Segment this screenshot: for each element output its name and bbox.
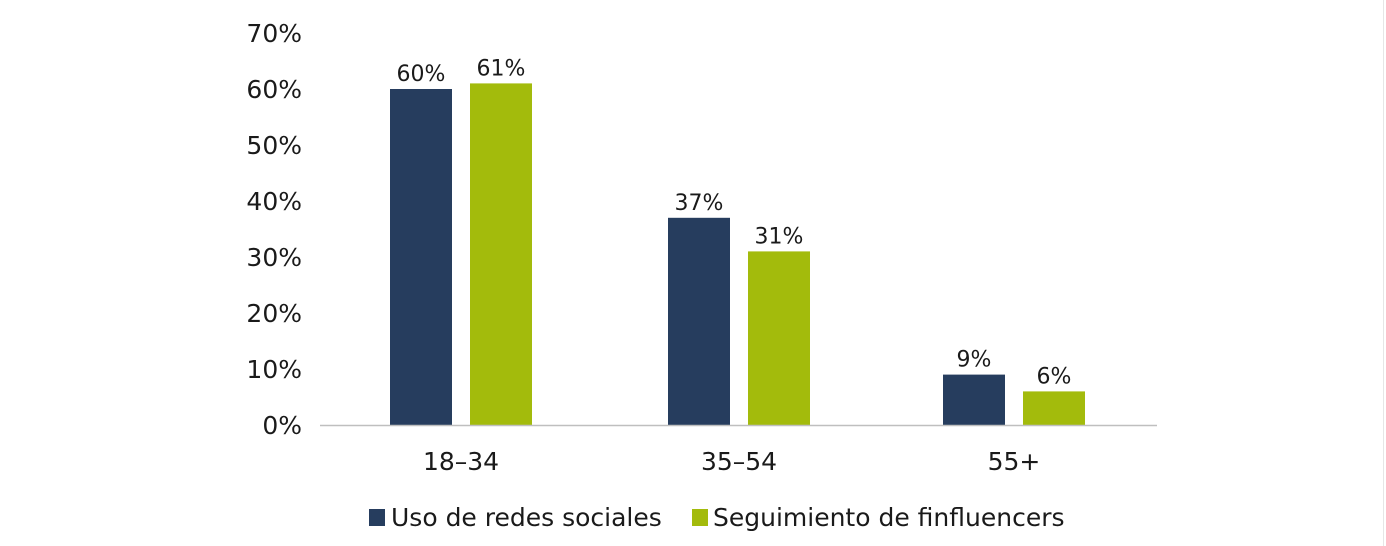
x-tick-label: 35–54 xyxy=(701,447,777,476)
frame-edge xyxy=(1383,0,1384,546)
y-tick-label: 40% xyxy=(246,187,302,216)
data-label: 60% xyxy=(397,62,446,87)
x-tick-label: 18–34 xyxy=(423,447,499,476)
y-tick-label: 20% xyxy=(246,299,302,328)
bar xyxy=(1023,391,1085,425)
data-label: 37% xyxy=(675,191,724,216)
bar xyxy=(668,217,730,425)
x-tick-label: 55+ xyxy=(988,447,1041,476)
y-tick-label: 0% xyxy=(262,411,302,440)
legend: Uso de redes sociales Seguimiento de finf… xyxy=(369,503,1065,532)
x-axis: 18–34 35–54 55+ xyxy=(423,447,1040,476)
y-tick-label: 60% xyxy=(246,75,302,104)
bar xyxy=(390,89,452,425)
bar xyxy=(748,251,810,425)
data-label: 9% xyxy=(957,348,992,373)
legend-label: Seguimiento de finfluencers xyxy=(713,503,1065,532)
data-label: 31% xyxy=(755,224,804,249)
plot-area: 60% 37% 9% 61% 31% 6% xyxy=(390,56,1085,426)
bar xyxy=(470,83,532,426)
legend-swatch xyxy=(369,509,385,526)
y-tick-label: 10% xyxy=(246,355,302,384)
legend-swatch xyxy=(692,509,708,526)
data-label: 6% xyxy=(1037,364,1072,389)
bar xyxy=(943,374,1005,425)
y-tick-label: 30% xyxy=(246,243,302,272)
y-tick-label: 70% xyxy=(246,19,302,48)
data-label: 61% xyxy=(477,56,526,81)
y-tick-label: 50% xyxy=(246,131,302,160)
y-axis: 0% 10% 20% 30% 40% 50% 60% 70% xyxy=(246,19,302,440)
legend-label: Uso de redes sociales xyxy=(391,503,662,532)
